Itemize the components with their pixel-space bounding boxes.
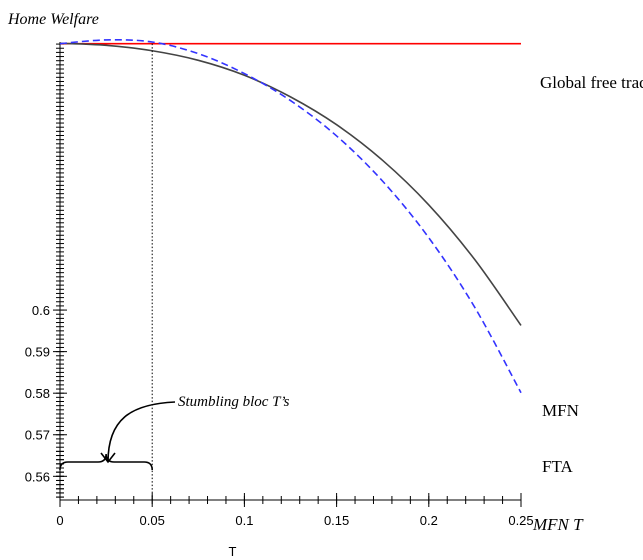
x-tick-label: 0 [56,513,63,528]
y-tick-label: 0.6 [32,303,50,318]
y-tick-label: 0.59 [25,345,50,360]
x-ticks: 0 0.05 0.1 0.15 0.2 0.25 [56,493,534,528]
mfn-label: MFN [542,401,579,420]
stumbling-bloc-brace [59,453,153,471]
x-tick-label: 0.1 [235,513,253,528]
stumbling-bloc-arrowhead [100,452,116,464]
axes [59,42,521,501]
stumbling-bloc-label: Stumbling bloc T’s [178,394,290,410]
mfn-line [59,42,522,326]
x-tick-label: 0.25 [508,513,533,528]
series-layer [59,39,522,394]
x-axis-label: T [229,544,237,559]
x-tick-label: 0.05 [140,513,165,528]
stumbling-bloc-arrow [107,401,176,463]
fta-line [59,39,522,394]
x-tick-label: 0.2 [420,513,438,528]
x-axis-note: MFN T [532,515,584,534]
x-tick-label: 0.15 [324,513,349,528]
chart-title: Home Welfare [7,11,99,28]
global-free-trade-label: Global free trade [540,73,643,92]
y-tick-label: 0.56 [25,469,50,484]
y-ticks: 0.56 0.57 0.58 0.59 0.6 [25,43,67,498]
fta-label: FTA [542,457,573,476]
y-tick-label: 0.58 [25,386,50,401]
y-tick-label: 0.57 [25,428,50,443]
